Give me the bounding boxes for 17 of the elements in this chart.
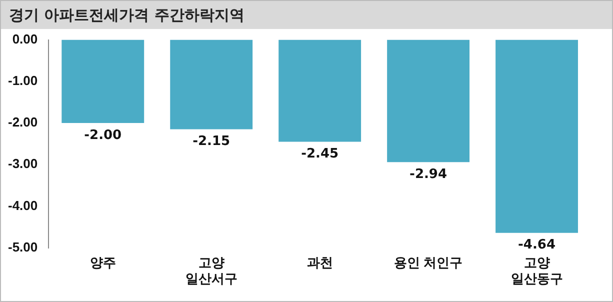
- data-label: -2.00: [84, 128, 122, 143]
- y-tick-label: -4.00: [8, 198, 38, 213]
- data-label: -4.64: [518, 238, 556, 253]
- y-tick-label: -1.00: [8, 72, 38, 88]
- x-tick-label: 과천: [306, 255, 333, 270]
- data-label: -2.45: [301, 146, 339, 162]
- x-tick-label: 용인 처인구: [394, 255, 463, 270]
- x-tick-label: 양주: [90, 255, 116, 270]
- data-label: -2.15: [192, 134, 230, 150]
- y-tick-label: 0.00: [12, 31, 38, 46]
- x-tick-label: 고양 일산서구: [185, 255, 238, 286]
- y-tick-label: -2.00: [8, 114, 38, 130]
- chart-title: 경기 아파트전세가격 주간하락지역: [1, 1, 612, 29]
- y-tick-label: -3.00: [8, 156, 38, 172]
- y-tick-label: -5.00: [8, 239, 38, 254]
- x-tick-label: 고양 일산동구: [510, 255, 563, 286]
- data-label: -2.94: [410, 166, 448, 182]
